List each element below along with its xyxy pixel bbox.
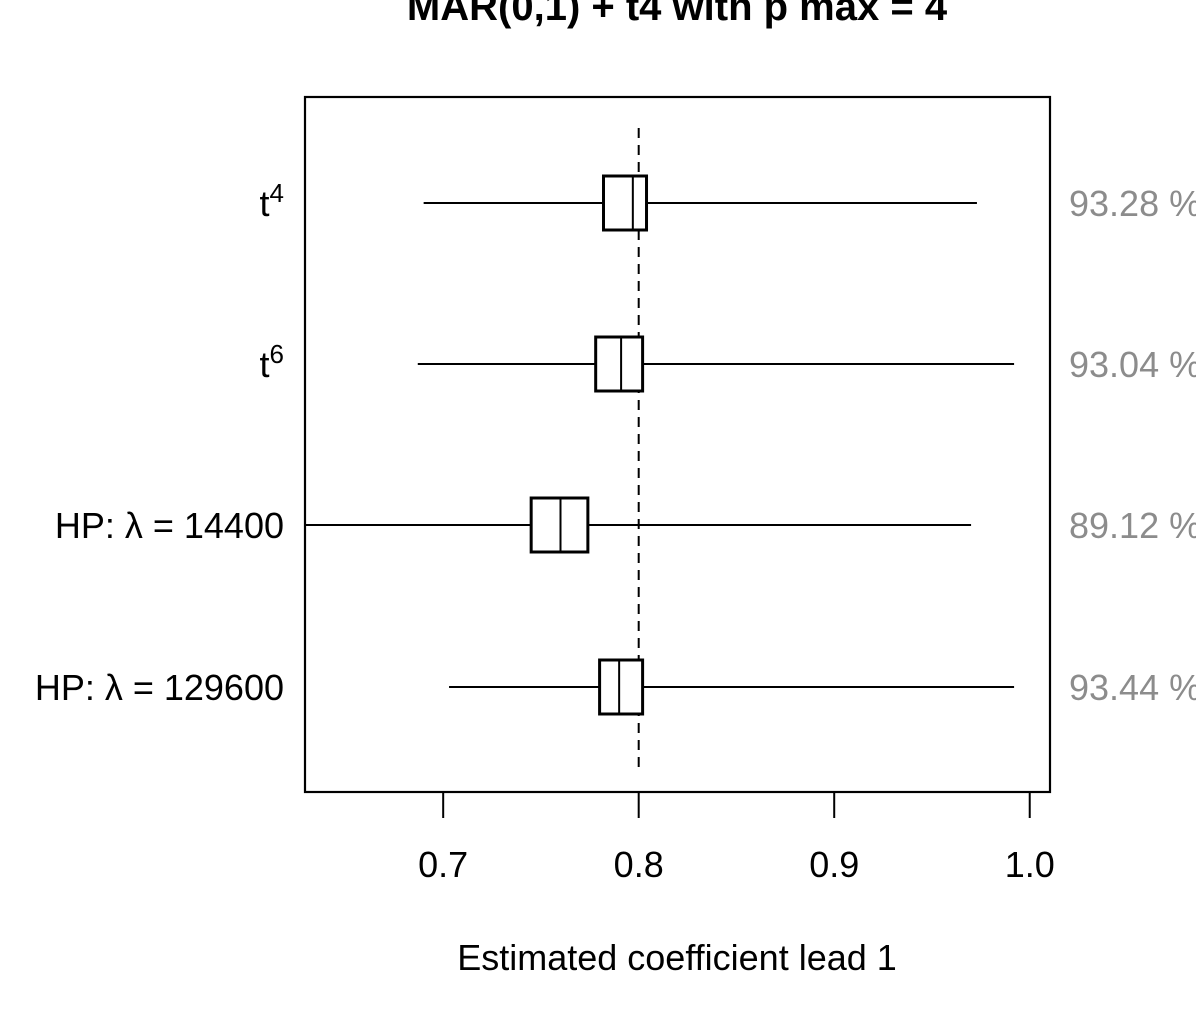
row-label: t6 [260,339,284,385]
row-3: HP: λ = 14400 89.12 % [55,496,1196,554]
x-tick-label: 0.8 [614,844,664,885]
interval-box [602,174,649,232]
x-tick-label: 0.7 [418,844,468,885]
coverage-percentage: 93.28 % [1069,183,1196,224]
coverage-percentage: 89.12 % [1069,505,1196,546]
row-label-superscript: 6 [270,339,284,369]
coverage-percentage: 93.04 % [1069,344,1196,385]
row-label: HP: λ = 129600 [35,667,284,708]
coverage-percentage: 93.44 % [1069,667,1196,708]
row-4: HP: λ = 129600 93.44 % [35,658,1196,716]
interval-box [594,335,645,393]
x-axis-title: Estimated coefficient lead 1 [457,937,897,978]
row-label: t4 [260,178,284,224]
chart-title: MAR(0,1) + t4 with p max = 4 [407,0,948,29]
row-2: t6 93.04 % [260,335,1196,393]
row-1: t4 93.28 % [260,174,1196,232]
rows-group: t4 93.28 %t6 93.04 %HP: λ = 14400 89.12 %HP… [35,174,1196,716]
interval-box [598,658,645,716]
row-label: HP: λ = 14400 [55,505,284,546]
x-axis: 0.7 0.8 0.9 1.0 [418,791,1055,885]
row-label-superscript: 4 [270,178,284,208]
x-tick-label: 0.9 [809,844,859,885]
x-tick-label: 1.0 [1005,844,1055,885]
